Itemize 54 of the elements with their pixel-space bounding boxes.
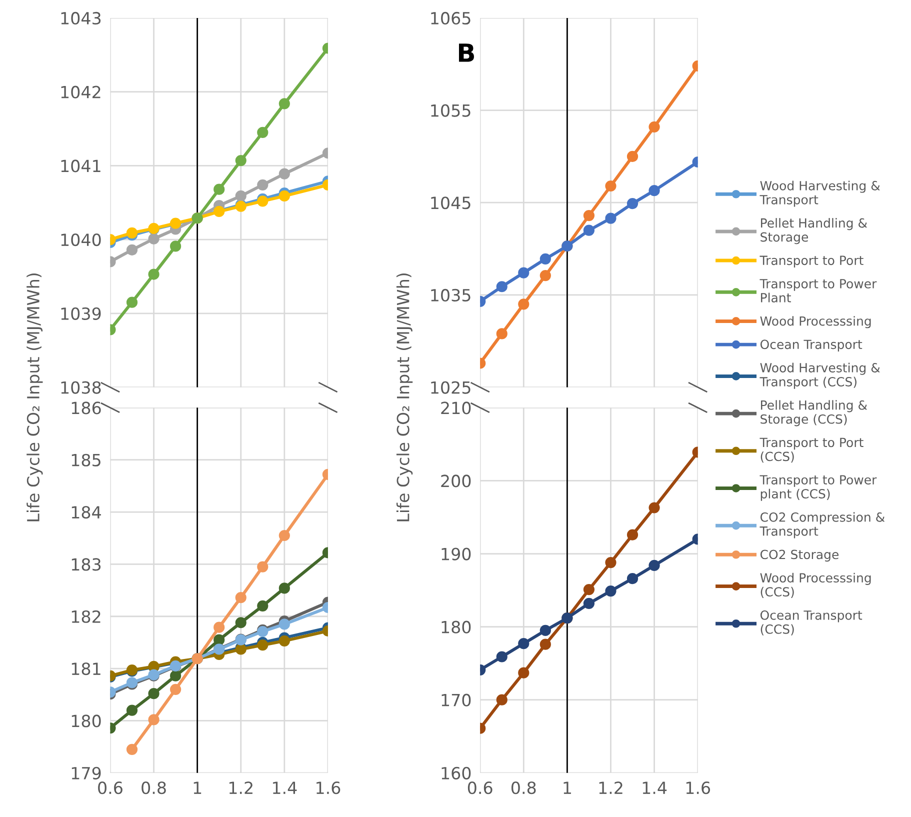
x-tick-label: 1: [564, 782, 571, 794]
y-tick-label: 1040: [61, 234, 101, 246]
legend-label: CO2 Compression & Transport: [760, 512, 885, 538]
legend-label: Pellet Handling & Storage (CCS): [760, 400, 868, 426]
x-tick-label: 0.6: [468, 782, 492, 794]
y-tick-label: 1039: [61, 307, 101, 320]
legend-label: Wood Processsing (CCS): [760, 572, 871, 598]
y-tick-label: 185: [72, 454, 100, 466]
y-tick-label: 1045: [431, 196, 470, 210]
y-tick-label: 183: [72, 558, 101, 571]
x-tick-label: 1.4: [642, 782, 667, 794]
legend-label: Pellet Handling & Storage: [760, 218, 868, 244]
y-tick-label: 1055: [431, 104, 470, 117]
legend-label: CO2 Storage: [760, 550, 839, 562]
legend-label: Transport to Power Plant: [760, 279, 877, 302]
legend-label: Wood Harvesting & Transport (CCS): [760, 362, 880, 389]
legend-label: Transport to Power plant (CCS): [760, 475, 877, 501]
y-tick-label: 181: [72, 662, 100, 676]
x-tick-label: 0.8: [142, 782, 166, 794]
y-tick-label: 180: [442, 620, 471, 634]
y-tick-label: 200: [441, 474, 471, 488]
x-tick-label: 0.8: [511, 782, 536, 794]
y-tick-label: 1041: [61, 160, 100, 172]
y-tick-label: 1065: [431, 12, 470, 25]
y-axis-title: Life Cycle CO₂ Input (MJ/MWh): [26, 274, 43, 522]
legend-label: Transport to Port: [760, 256, 864, 268]
y-tick-label: 1038: [61, 381, 101, 394]
y-tick-label: 180: [72, 714, 101, 728]
x-tick-label: 1.6: [686, 782, 710, 794]
x-tick-label: 1.2: [599, 782, 622, 794]
y-tick-label: 160: [442, 766, 471, 780]
y-tick-label: 186: [72, 402, 101, 414]
y-tick-label: 170: [442, 694, 471, 706]
y-tick-label: 210: [441, 402, 471, 414]
y-tick-label: 1042: [61, 86, 100, 98]
legend-label: Wood Processsing: [760, 316, 871, 328]
y-tick-label: 179: [72, 766, 101, 780]
y-tick-label: 1035: [431, 288, 470, 302]
y-axis-title: Life Cycle CO₂ Input (MJ/MWh): [396, 274, 413, 522]
x-tick-label: 0.6: [98, 782, 122, 794]
text: B: [458, 44, 474, 62]
y-tick-label: 190: [442, 548, 471, 560]
legend-label: Wood Harvesting & Transport: [760, 180, 880, 207]
y-tick-label: 1025: [431, 381, 470, 394]
x-tick-label: 1.2: [229, 782, 252, 794]
legend-label: Transport to Port (CCS): [760, 438, 864, 463]
legend-label: Ocean Transport (CCS): [760, 610, 862, 636]
y-tick-label: 1043: [61, 12, 101, 25]
x-tick-label: 1.4: [272, 782, 297, 794]
x-tick-label: 1: [194, 782, 202, 794]
y-tick-label: 184: [72, 506, 101, 519]
y-tick-label: 182: [72, 610, 100, 623]
x-tick-label: 1.6: [316, 782, 340, 794]
legend-label: Ocean Transport: [760, 340, 862, 352]
